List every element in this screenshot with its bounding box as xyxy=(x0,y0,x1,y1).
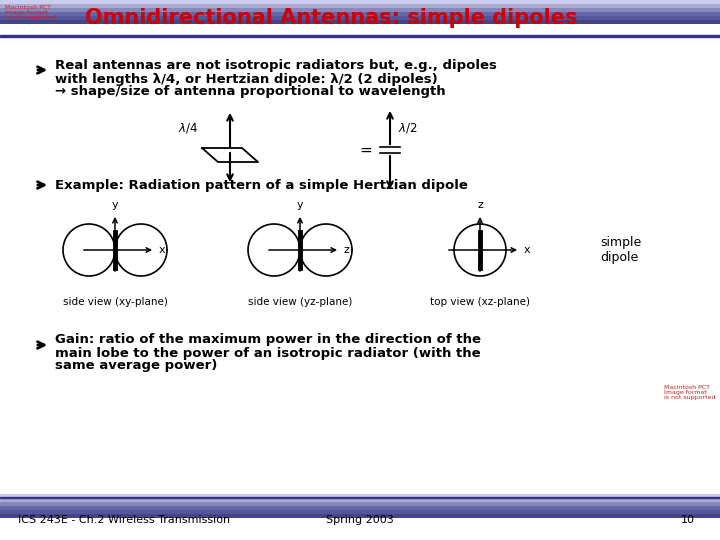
Bar xyxy=(0,0,720,35)
Text: =: = xyxy=(359,143,372,158)
Text: z: z xyxy=(344,245,350,255)
Bar xyxy=(0,4,720,8)
Text: y: y xyxy=(112,200,118,210)
Text: Image format: Image format xyxy=(664,390,707,395)
Bar xyxy=(0,514,720,518)
Bar xyxy=(0,506,720,510)
Bar xyxy=(0,8,720,12)
Bar xyxy=(0,496,720,498)
Text: → shape/size of antenna proportional to wavelength: → shape/size of antenna proportional to … xyxy=(55,85,446,98)
Text: 10: 10 xyxy=(681,515,695,525)
Bar xyxy=(0,498,720,502)
Text: Spring 2003: Spring 2003 xyxy=(326,515,394,525)
Text: $\lambda$/2: $\lambda$/2 xyxy=(398,121,418,135)
Text: top view (xz-plane): top view (xz-plane) xyxy=(430,297,530,307)
Text: Image format: Image format xyxy=(5,10,48,15)
Text: y: y xyxy=(297,200,303,210)
Text: is not supported: is not supported xyxy=(5,15,56,20)
Text: main lobe to the power of an isotropic radiator (with the: main lobe to the power of an isotropic r… xyxy=(55,347,481,360)
Text: x: x xyxy=(159,245,166,255)
Bar xyxy=(0,0,720,4)
Text: z: z xyxy=(477,200,483,210)
Text: Gain: ratio of the maximum power in the direction of the: Gain: ratio of the maximum power in the … xyxy=(55,334,481,347)
Text: same average power): same average power) xyxy=(55,360,217,373)
Text: Macintosh PCT: Macintosh PCT xyxy=(664,385,710,390)
Text: Real antennas are not isotropic radiators but, e.g., dipoles: Real antennas are not isotropic radiator… xyxy=(55,59,497,72)
Text: side view (xy-plane): side view (xy-plane) xyxy=(63,297,168,307)
Text: side view (yz-plane): side view (yz-plane) xyxy=(248,297,352,307)
Text: Example: Radiation pattern of a simple Hertzian dipole: Example: Radiation pattern of a simple H… xyxy=(55,179,468,192)
Bar xyxy=(0,35,720,37)
Bar xyxy=(0,510,720,514)
Bar xyxy=(0,12,720,16)
Bar xyxy=(0,20,720,24)
Text: with lengths λ/4, or Hertzian dipole: λ/2 (2 dipoles): with lengths λ/4, or Hertzian dipole: λ/… xyxy=(55,72,438,85)
Text: x: x xyxy=(524,245,531,255)
Text: simple
dipole: simple dipole xyxy=(600,236,642,264)
Text: is not supported: is not supported xyxy=(664,395,716,400)
Text: $\lambda$/4: $\lambda$/4 xyxy=(178,121,198,135)
Bar xyxy=(0,502,720,506)
Bar xyxy=(0,494,720,498)
Text: ICS 243E - Ch.2 Wireless Transmission: ICS 243E - Ch.2 Wireless Transmission xyxy=(18,515,230,525)
Text: Omnidirectional Antennas: simple dipoles: Omnidirectional Antennas: simple dipoles xyxy=(85,8,577,28)
Text: Macintosh PCT: Macintosh PCT xyxy=(5,5,51,10)
Bar xyxy=(0,16,720,20)
